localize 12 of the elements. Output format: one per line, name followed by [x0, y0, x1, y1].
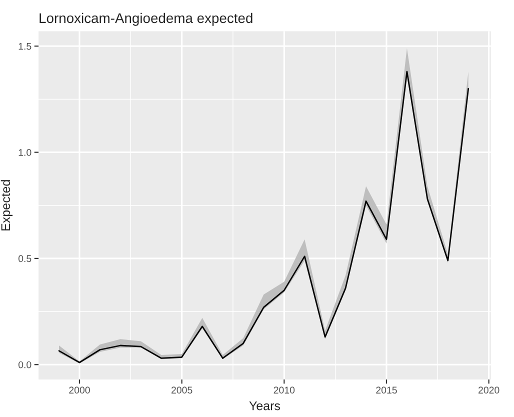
x-tick-label: 2010	[274, 386, 295, 394]
y-tick-label: 0.0	[18, 361, 32, 368]
x-tick-label: 2020	[478, 386, 500, 394]
y-tick-label: 1.5	[18, 42, 32, 50]
y-tick-label: 1.0	[18, 149, 32, 156]
y-axis-title: Expected	[0, 180, 13, 230]
x-tick-label: 2015	[376, 386, 397, 394]
x-tick-label: 2000	[69, 386, 90, 394]
chart-title: Lornoxicam-Angioedema expected	[40, 12, 252, 26]
x-axis-title: Years	[249, 401, 280, 410]
x-tick-label: 2005	[171, 386, 192, 394]
y-tick-label: 0.5	[18, 255, 32, 262]
